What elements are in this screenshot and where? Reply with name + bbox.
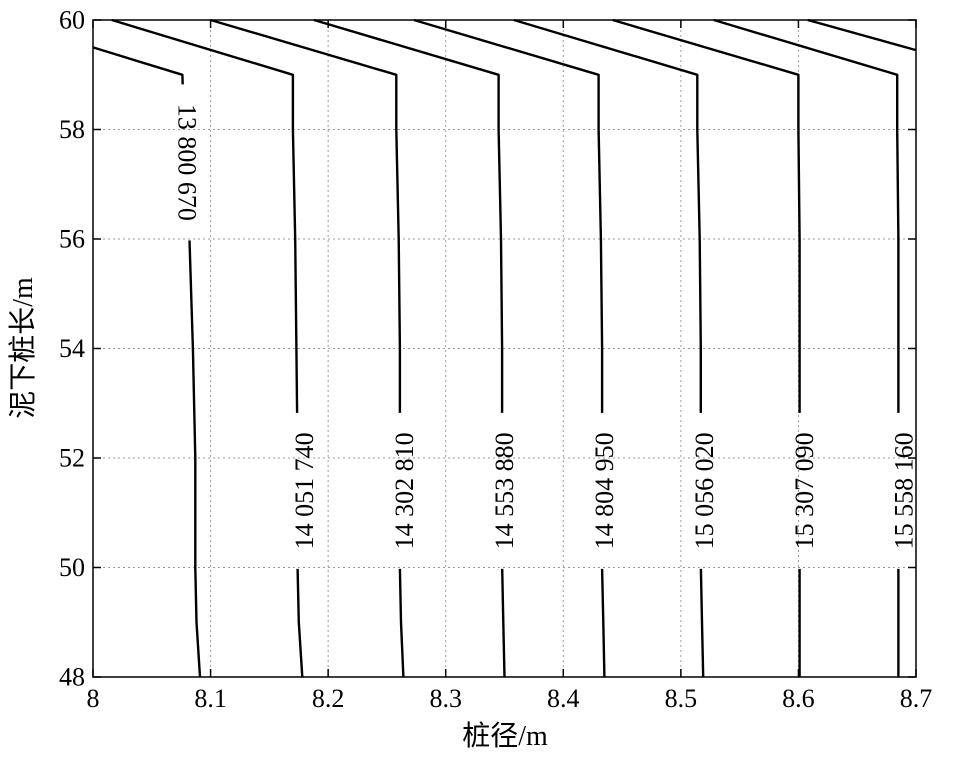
- x-tick-label: 8.4: [547, 684, 580, 713]
- x-tick-label: 8.6: [782, 684, 815, 713]
- contour-label: 14 553 880: [490, 432, 519, 549]
- contour-label: 13 800 670: [173, 104, 202, 221]
- contour-line: [513, 18, 702, 413]
- x-tick-label: 8: [87, 684, 100, 713]
- x-tick-label: 8.1: [194, 684, 227, 713]
- contour-label: 14 302 810: [390, 432, 419, 549]
- x-tick-label: 8.7: [900, 684, 933, 713]
- contour-lines: [92, 18, 917, 678]
- x-tick-label: 8.5: [665, 684, 698, 713]
- contour-label: 15 558 160: [890, 432, 919, 549]
- contour-labels: 13 800 670 14 051 740 14 302 810 14 553 880…: [173, 104, 919, 550]
- contour-line: [92, 46, 184, 85]
- contour-line: [699, 568, 705, 678]
- y-axis-ticks: 48 50 52 54 56 58 60: [59, 6, 916, 692]
- x-axis-ticks: 8 8.1 8.2 8.3 8.4 8.5 8.6 8.7: [87, 20, 933, 713]
- y-tick-label: 56: [59, 225, 85, 254]
- x-tick-label: 8.2: [312, 684, 345, 713]
- y-tick-label: 60: [59, 6, 85, 35]
- contour-line: [612, 18, 801, 413]
- grid: [93, 20, 916, 677]
- y-tick-label: 58: [59, 115, 85, 144]
- contour-line: [210, 18, 402, 413]
- contour-line: [807, 18, 917, 52]
- contour-label: 14 051 740: [290, 432, 319, 549]
- contour-label: 15 307 090: [790, 432, 819, 549]
- y-tick-label: 50: [59, 553, 85, 582]
- contour-line: [296, 568, 304, 678]
- contour-line: [188, 240, 202, 678]
- contour-line: [398, 568, 405, 678]
- contour-line: [313, 18, 504, 413]
- y-tick-label: 54: [59, 334, 85, 363]
- contour-label: 14 804 950: [590, 432, 619, 549]
- contour-line: [713, 18, 900, 413]
- contour-line: [501, 568, 506, 678]
- contour-line: [111, 18, 299, 413]
- x-tick-label: 8.3: [429, 684, 462, 713]
- contour-line: [600, 568, 606, 678]
- contour-label: 15 056 020: [690, 432, 719, 549]
- contour-line: [413, 18, 604, 413]
- x-axis-label: 桩径/m: [462, 720, 548, 752]
- y-axis-label: 泥下桩长/m: [7, 277, 39, 419]
- y-tick-label: 48: [59, 663, 85, 692]
- y-tick-label: 52: [59, 444, 85, 473]
